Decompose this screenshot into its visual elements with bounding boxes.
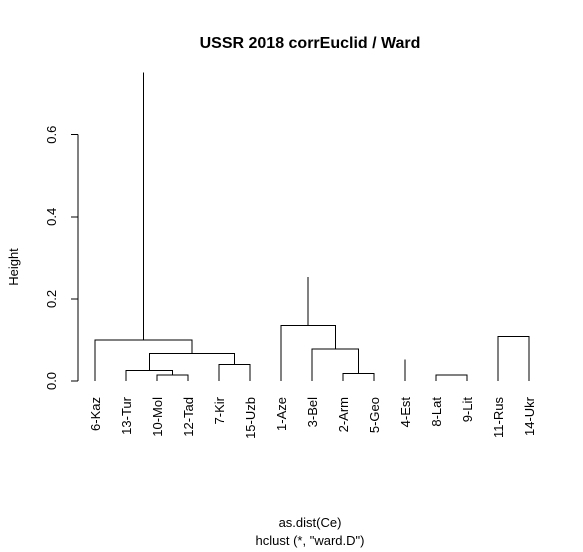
leaf-label: 13-Tur xyxy=(119,396,134,434)
leaf-label: 11-Rus xyxy=(491,397,506,438)
leaf-label: 10-Mol xyxy=(150,397,165,437)
dendrogram-link xyxy=(218,364,251,381)
dendrogram-link xyxy=(435,374,468,381)
leaf-label: 12-Tad xyxy=(181,397,196,437)
y-axis-label: Height xyxy=(6,248,21,286)
leaf-label: 3-Bel xyxy=(305,397,320,427)
dendrogram-link xyxy=(148,353,235,371)
leaf-label: 9-Lit xyxy=(460,397,475,423)
leaf-label: 1-Aze xyxy=(274,397,289,431)
leaf-label: 14-Ukr xyxy=(522,396,537,436)
leaf-label: 15-Uzb xyxy=(243,397,258,439)
leaf-label: 4-Est xyxy=(398,397,413,428)
leaf-label: 5-Geo xyxy=(367,397,382,433)
y-tick-label: 0.2 xyxy=(44,290,59,308)
chart-title: USSR 2018 corrEuclid / Ward xyxy=(200,35,421,52)
dendrogram-tree xyxy=(94,72,530,381)
dendrogram-link xyxy=(342,373,375,381)
chart-subtitle: hclust (*, "ward.D") xyxy=(256,533,365,548)
x-axis-label: as.dist(Ce) xyxy=(279,515,342,530)
leaf-label: 7-Kir xyxy=(212,396,227,424)
y-tick-label: 0.6 xyxy=(44,126,59,144)
leaf-label: 2-Arm xyxy=(336,397,351,432)
y-tick-label: 0.4 xyxy=(44,208,59,226)
y-axis: 0.0 0.2 0.4 0.6 xyxy=(44,126,79,390)
dendrogram-link xyxy=(156,374,189,381)
leaf-label: 8-Lat xyxy=(429,397,444,427)
dendrogram-link xyxy=(94,339,193,381)
leaf-labels: 6-Kaz 13-Tur 10-Mol 12-Tad 7-Kir 15-Uzb 1-Aze 3… xyxy=(88,396,537,439)
dendrogram-link xyxy=(280,325,336,381)
dendrogram-link xyxy=(125,370,173,381)
y-tick-label: 0.0 xyxy=(44,372,59,390)
dendrogram-link xyxy=(497,336,530,381)
leaf-label: 6-Kaz xyxy=(88,397,103,431)
dendrogram-link xyxy=(311,348,359,381)
